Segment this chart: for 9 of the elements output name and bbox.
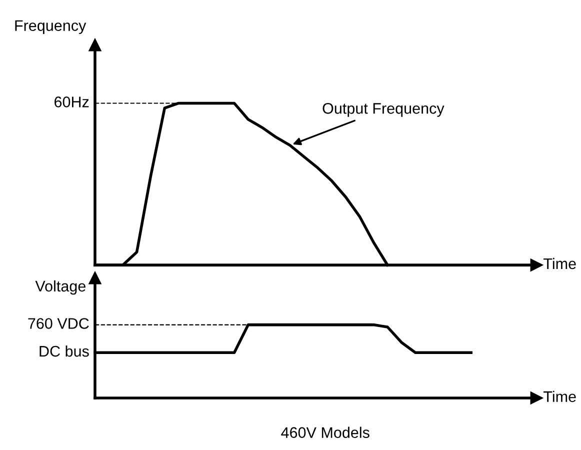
y-axis-title: Frequency	[15, 20, 86, 34]
x-axis-title: Time	[544, 390, 576, 402]
text: Output Frequency	[322, 103, 444, 117]
annotation: DC bus	[40, 345, 89, 357]
y-axis-title: Voltage	[35, 280, 86, 295]
ref-line-label: 760 VDC	[28, 318, 89, 329]
x-axis-title: Time	[544, 258, 576, 270]
ref-line-label: 60Hz	[54, 96, 89, 108]
text: 460V Models	[281, 426, 370, 438]
